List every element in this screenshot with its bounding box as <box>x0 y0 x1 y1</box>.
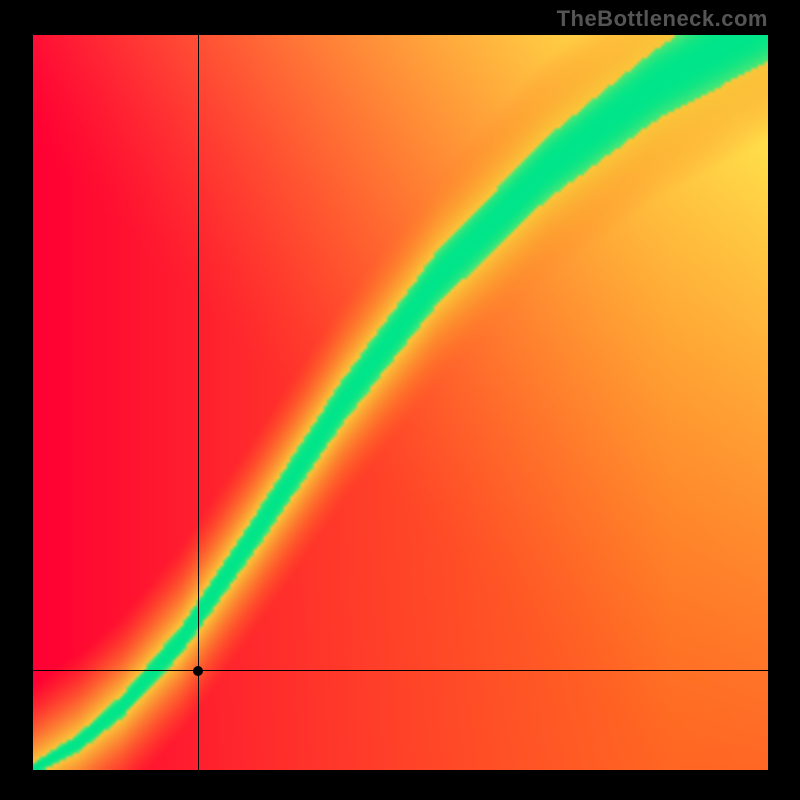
watermark-text: TheBottleneck.com <box>557 6 768 32</box>
chart-frame: TheBottleneck.com <box>0 0 800 800</box>
heatmap-canvas <box>33 35 768 770</box>
crosshair-horizontal <box>33 670 768 671</box>
crosshair-vertical <box>198 35 199 770</box>
plot-area <box>33 35 768 770</box>
